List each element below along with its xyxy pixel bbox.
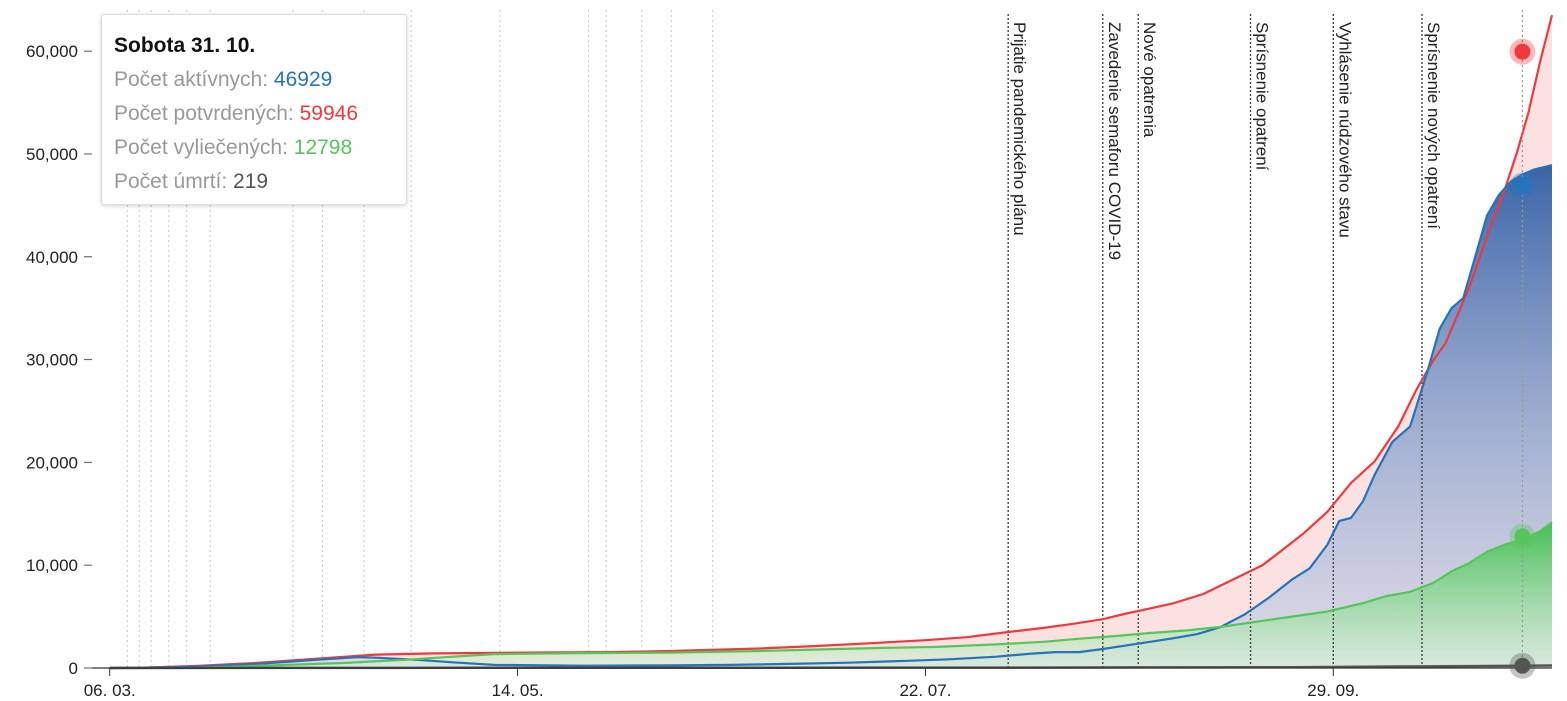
y-axis: 0 10,000 20,000 30,000 40,000 50,000 60,000 xyxy=(26,42,92,678)
hover-markers xyxy=(1509,10,1536,679)
y-tick-label: 50,000 xyxy=(26,145,78,164)
tooltip-value-recovered: 12798 xyxy=(293,136,353,159)
active-area xyxy=(109,165,1553,668)
recovered-line xyxy=(109,521,1553,670)
active-line xyxy=(109,164,1553,670)
tooltip-row-active: Počet aktívnych: 46929 xyxy=(114,63,406,97)
tooltip-label: Počet potvrdených: xyxy=(114,102,294,125)
x-tick-label: 06. 03. xyxy=(84,681,136,700)
confirmed-marker xyxy=(1514,43,1531,60)
tooltip-row-deaths: Počet úmrtí: 219 xyxy=(114,165,406,199)
event-label: Zavedenie semaforu COVID-19 xyxy=(1105,22,1124,260)
tooltip-label: Počet vyliečených: xyxy=(114,136,288,159)
event-label: Sprísnenie opatrení xyxy=(1253,22,1272,171)
event-label: Sprísnenie nových opatrení xyxy=(1424,22,1443,229)
tooltip-value-active: 46929 xyxy=(273,68,333,91)
x-tick-label: 29. 09. xyxy=(1307,681,1359,700)
event-label: Prijatie pandemického plánu xyxy=(1010,22,1029,236)
y-tick-label: 10,000 xyxy=(26,556,78,575)
y-tick-label: 30,000 xyxy=(26,351,78,370)
event-label: Nové opatrenia xyxy=(1140,22,1159,138)
tooltip-value-deaths: 219 xyxy=(233,170,269,193)
recovered-area xyxy=(109,522,1553,668)
tooltip-value-confirmed: 59946 xyxy=(299,102,359,125)
active-marker xyxy=(1514,177,1531,194)
tooltip: Sobota 31. 10. Počet aktívnych: 46929 Po… xyxy=(101,14,407,205)
tooltip-row-confirmed: Počet potvrdených: 59946 xyxy=(114,97,406,131)
event-label: Vyhlásenie núdzového stavu xyxy=(1335,22,1354,238)
confirmed-line xyxy=(109,14,1554,670)
tooltip-date: Sobota 31. 10. xyxy=(114,34,256,57)
x-tick-label: 14. 05. xyxy=(492,681,544,700)
series-areas xyxy=(109,15,1553,669)
y-tick-label: 60,000 xyxy=(26,42,78,61)
tooltip-label: Počet úmrtí: xyxy=(114,170,228,193)
deaths-marker xyxy=(1514,657,1531,674)
event-lines: Prijatie pandemického plánu Zavedenie sem… xyxy=(1007,14,1443,668)
y-tick-label: 0 xyxy=(69,659,78,678)
y-tick-label: 20,000 xyxy=(26,453,78,472)
x-tick-label: 22. 07. xyxy=(899,681,951,700)
y-tick-label: 40,000 xyxy=(26,248,78,267)
tooltip-row-recovered: Počet vyliečených: 12798 xyxy=(114,131,406,165)
recovered-marker xyxy=(1514,528,1531,545)
tooltip-label: Počet aktívnych: xyxy=(114,68,269,91)
x-axis: 06. 03. 14. 05. 22. 07. 29. 09. xyxy=(84,667,1552,700)
